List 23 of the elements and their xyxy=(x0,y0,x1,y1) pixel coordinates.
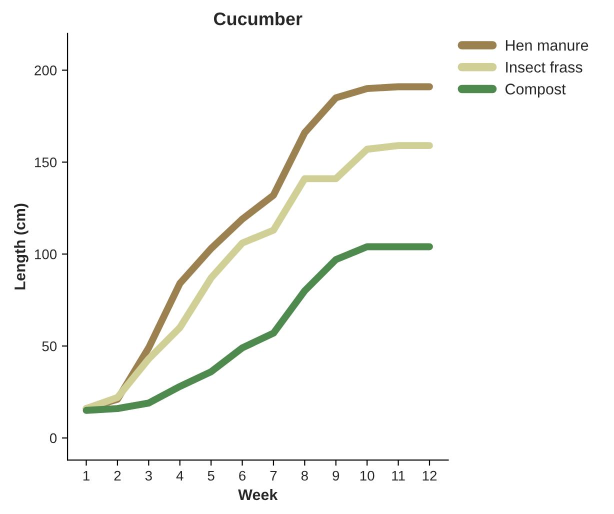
x-tick-label: 2 xyxy=(114,470,121,481)
x-tick-label: 9 xyxy=(332,470,340,481)
x-tick-label: 6 xyxy=(239,470,246,481)
x-tick-label: 11 xyxy=(392,470,405,481)
y-tick-label: 100 xyxy=(35,249,57,260)
x-tick-label: 10 xyxy=(360,470,374,481)
x-tick-label: 3 xyxy=(145,470,152,481)
x-axis-title: Week xyxy=(238,488,278,500)
legend-label: Compost xyxy=(506,84,566,98)
x-tick-label: 1 xyxy=(83,470,90,481)
y-tick-label: 200 xyxy=(34,66,57,76)
x-tick-label: 4 xyxy=(176,470,184,481)
y-axis-title: Length (cm) xyxy=(14,204,28,290)
legend-label: Hen manure xyxy=(506,40,588,51)
x-tick-label: 12 xyxy=(422,470,437,481)
y-tick-label: 50 xyxy=(42,341,57,352)
y-tick-label: 150 xyxy=(35,157,57,168)
x-tick-label: 5 xyxy=(208,470,214,481)
legend-label: Insect frass xyxy=(506,61,582,73)
y-tick-label: 0 xyxy=(50,433,57,444)
x-tick-label: 7 xyxy=(270,470,277,481)
chart-title: Cucumber xyxy=(214,12,302,26)
x-tick-label: 8 xyxy=(301,470,308,481)
